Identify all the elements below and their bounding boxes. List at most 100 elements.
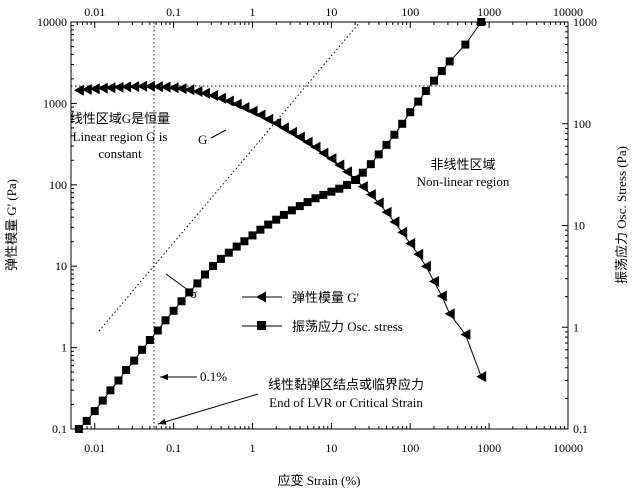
stress-point <box>366 160 375 169</box>
linear-region-en-label-2: constant <box>98 146 142 161</box>
stress-point <box>311 194 320 203</box>
stress-point <box>461 40 470 49</box>
stress-point <box>374 150 383 159</box>
gprime-point <box>263 113 274 125</box>
gprime-point <box>215 92 226 104</box>
stress-point <box>90 407 99 416</box>
stress-point <box>145 336 154 344</box>
x-top-tick-label: 0.1 <box>166 5 181 19</box>
x-top-tick-label: 10000 <box>553 5 583 19</box>
legend-gprime-marker <box>256 291 266 303</box>
stress-point <box>335 184 344 193</box>
gprime-point <box>342 166 352 178</box>
gprime-point <box>184 84 195 96</box>
stress-point <box>201 270 209 279</box>
gprime-point <box>176 83 187 95</box>
gprime-point <box>429 275 439 287</box>
stress-point <box>224 248 233 257</box>
stress-point <box>414 97 423 106</box>
stress-point <box>406 108 415 117</box>
x-top-tick-label: 0.01 <box>84 5 105 19</box>
stress-point <box>279 210 288 219</box>
stress-point <box>295 202 304 211</box>
gprime-point <box>310 141 321 153</box>
stress-point <box>303 198 312 207</box>
stress-point <box>216 254 225 263</box>
gprime-point <box>413 248 424 260</box>
stress-point <box>343 181 351 189</box>
gprime-point <box>200 87 210 99</box>
stress-point <box>390 130 399 139</box>
stress-point <box>319 190 328 199</box>
y2-tick-label: 100 <box>573 117 591 131</box>
stress-point <box>398 119 407 128</box>
stress-point <box>287 206 296 215</box>
legend-stress-marker <box>257 321 266 330</box>
lvr-arrow <box>157 393 259 425</box>
stress-point <box>264 220 273 229</box>
stress-point <box>193 279 202 288</box>
stress-point <box>248 231 257 240</box>
x-top-tick-label: 100 <box>401 5 419 19</box>
gprime-point <box>460 329 471 340</box>
stress-point <box>130 356 139 365</box>
gprime-point <box>397 226 408 238</box>
stress-point <box>122 366 131 374</box>
y-tick-label: 1 <box>61 341 67 355</box>
nonlinear-region-en-label: Non-linear region <box>417 174 510 189</box>
gprime-point <box>278 122 289 134</box>
gprime-point <box>436 290 447 302</box>
lvr-en-label: End of LVR or Critical Strain <box>269 395 423 410</box>
gprime-point <box>168 82 179 94</box>
gprime-point <box>326 153 337 165</box>
y-tick-label: 10 <box>55 259 67 273</box>
legend-stress-label: 振荡应力 Osc. stress <box>292 319 403 334</box>
stress-point <box>106 386 115 395</box>
gprime-point <box>420 260 431 272</box>
gprime-point <box>476 371 487 383</box>
gprime-point <box>389 216 400 228</box>
gprime-point <box>192 86 203 97</box>
stress-point <box>430 76 438 85</box>
stress-point <box>351 176 360 184</box>
stress-point <box>82 416 91 425</box>
stress-series-line <box>78 21 482 430</box>
stress-point <box>153 326 162 335</box>
gprime-point <box>121 81 132 93</box>
y-tick-label: 10000 <box>37 15 67 29</box>
x-tick-label: 0.01 <box>84 441 105 455</box>
gprime-point <box>294 131 305 143</box>
stress-point <box>256 225 265 234</box>
x-tick-label: 0.1 <box>166 441 181 455</box>
sigma-label: σ <box>190 286 197 301</box>
gprime-point <box>223 95 234 107</box>
stress-point <box>327 187 336 196</box>
gprime-point <box>81 84 92 95</box>
g-label: G <box>198 132 207 147</box>
gprime-point <box>247 105 258 117</box>
y-tick-label: 100 <box>49 178 67 192</box>
x-tick-label: 10000 <box>553 441 583 455</box>
x-top-tick-label: 1000 <box>477 5 501 19</box>
sigma-pointer <box>165 273 189 291</box>
gprime-point <box>239 102 250 113</box>
stress-point <box>98 396 107 405</box>
gprime-point <box>97 82 108 94</box>
stress-point <box>382 140 391 149</box>
gprime-point <box>373 197 384 209</box>
stress-point <box>421 87 430 95</box>
reference-line-diagonal <box>98 21 361 332</box>
gprime-point <box>381 206 392 218</box>
gprime-point <box>357 181 368 193</box>
gprime-point <box>444 308 455 320</box>
gprime-point <box>231 98 242 110</box>
g-pointer <box>210 129 227 139</box>
gprime-point <box>113 81 124 93</box>
gprime-point <box>405 238 416 249</box>
stress-point <box>358 168 367 177</box>
gprime-point <box>105 82 116 94</box>
stress-point <box>477 18 486 26</box>
gprime-point <box>89 83 100 95</box>
gprime-point <box>144 80 155 92</box>
